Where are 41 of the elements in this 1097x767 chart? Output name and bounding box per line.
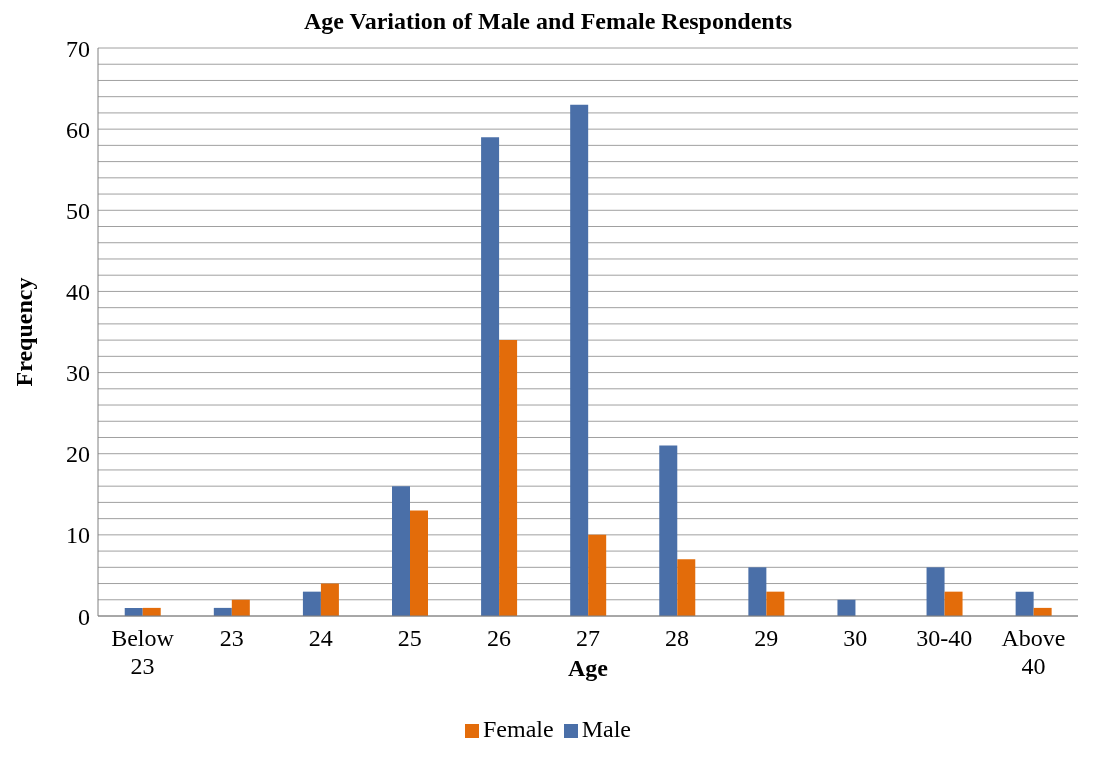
bar: [1015, 591, 1034, 616]
y-tick-label: 0: [78, 603, 90, 630]
y-tick-label: 60: [66, 116, 90, 143]
bar: [659, 445, 678, 616]
y-tick-label: 70: [66, 35, 90, 62]
x-tick-label: 24: [308, 625, 333, 651]
y-tick-label: 40: [66, 278, 90, 305]
x-tick-label: 30-40: [916, 625, 973, 651]
x-tick-label: 30: [843, 625, 868, 651]
bar: [231, 599, 250, 616]
x-tick-label: 23: [219, 625, 244, 651]
x-tick-label: 29: [754, 625, 779, 651]
y-tick-label: 50: [66, 197, 90, 224]
y-axis-title: Frequency: [10, 277, 37, 387]
bar: [926, 567, 945, 616]
x-tick-label: Below 23: [111, 625, 175, 679]
bar: [499, 340, 518, 616]
bar: [410, 510, 428, 616]
bar: [570, 104, 589, 616]
bar: [588, 534, 607, 616]
y-tick-label: 10: [66, 522, 90, 549]
bar: [320, 583, 339, 616]
y-tick-label: 30: [66, 360, 90, 387]
chart-title: Age Variation of Male and Female Respondents: [304, 8, 792, 34]
x-axis-title: Age: [568, 655, 609, 681]
bar: [837, 599, 856, 616]
x-tick-label: 27: [576, 625, 600, 651]
bar: [677, 559, 696, 616]
legend-label: Female: [483, 716, 554, 742]
bar: [748, 567, 767, 616]
x-tick-label: 25: [397, 625, 422, 651]
x-tick-label: Above 40: [1001, 625, 1066, 679]
x-tick-label: 26: [486, 625, 511, 651]
bar: [302, 591, 321, 616]
bar: [766, 591, 785, 616]
y-tick-label: 20: [66, 441, 90, 468]
bar: [944, 591, 963, 616]
bar: [481, 137, 500, 616]
legend-label: Male: [581, 716, 631, 742]
bar: [392, 486, 410, 616]
x-tick-label: 28: [665, 625, 690, 651]
